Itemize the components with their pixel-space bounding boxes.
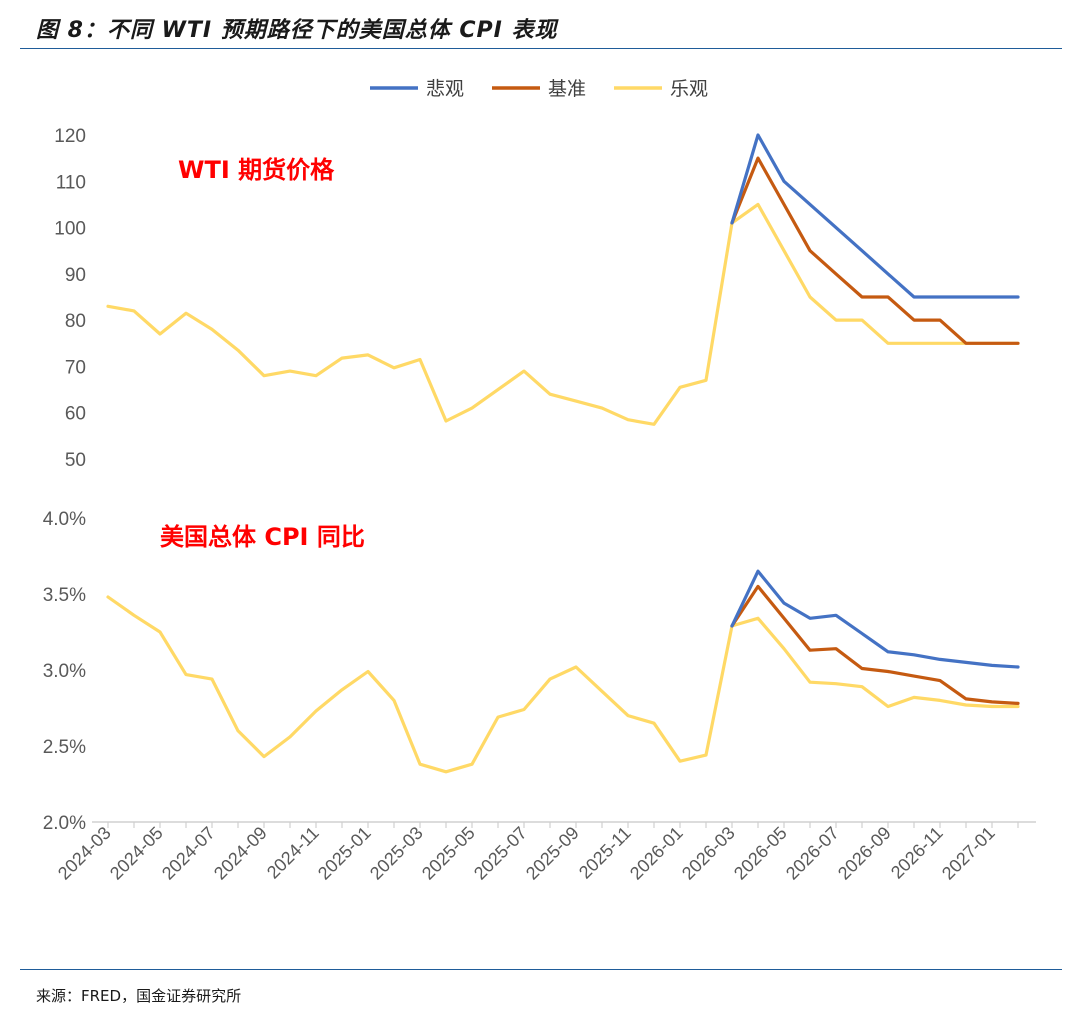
bottom-rule (20, 969, 1062, 970)
x-tick-label: 2026-07 (782, 823, 843, 884)
x-tick-label: 2025-07 (470, 823, 531, 884)
y-tick-label: 110 (56, 172, 86, 193)
y-tick-label: 100 (54, 219, 86, 240)
series-line-1 (730, 156, 1020, 345)
x-tick-label: 2026-03 (678, 823, 739, 884)
y-tick-label: 4.0% (43, 509, 86, 530)
y-tick-label: 3.0% (43, 661, 86, 682)
legend-label-0: 悲观 (426, 78, 464, 100)
y-tick-label: 90 (65, 265, 86, 286)
x-tick-label: 2025-05 (418, 823, 479, 884)
y-tick-label: 2.5% (43, 737, 86, 758)
figure-title: 图 8：不同 WTI 预期路径下的美国总体 CPI 表现 (36, 18, 558, 43)
x-tick-label: 2026-09 (834, 823, 895, 884)
y-tick-label: 2.0% (43, 813, 86, 834)
cpi-panel: 4.0% 3.5% 3.0% 2.5% 2.0% 美国总体 CPI 同比 (43, 509, 1020, 834)
x-tick-label: 2026-11 (887, 823, 947, 883)
chart-annotation: 美国总体 CPI 同比 (160, 523, 365, 551)
legend-label-1: 基准 (548, 78, 586, 100)
chart-annotation: WTI 期货价格 (178, 156, 335, 184)
x-tick-label: 2025-09 (522, 823, 583, 884)
y-tick-label: 70 (65, 357, 86, 378)
x-tick-label: 2026-01 (626, 823, 687, 884)
series-line-0 (730, 569, 1020, 669)
x-tick-label: 2024-07 (158, 823, 219, 884)
wti-panel: 120 110 100 90 80 70 60 50 WTI 期货价格 (54, 126, 1020, 471)
x-axis: 2024-032024-052024-072024-092024-112025-… (54, 821, 1036, 884)
y-tick-label: 120 (54, 126, 86, 147)
x-tick-label: 2024-11 (263, 823, 323, 883)
x-tick-label: 2024-05 (106, 823, 167, 884)
series-line-2 (106, 595, 1020, 774)
x-tick-label: 2026-05 (730, 823, 791, 884)
x-tick-label: 2024-09 (210, 823, 271, 884)
legend: 悲观 基准 乐观 (370, 78, 708, 100)
y-tick-label: 60 (65, 404, 86, 425)
series-line-2 (106, 202, 1020, 426)
legend-label-2: 乐观 (670, 78, 708, 100)
y-tick-label: 3.5% (43, 585, 86, 606)
x-tick-label: 2027-01 (938, 823, 999, 884)
top-rule (20, 48, 1062, 49)
y-tick-label: 80 (65, 311, 86, 332)
y-tick-label: 50 (65, 450, 86, 471)
chart-area: 悲观 基准 乐观 120 110 100 90 80 70 60 50 WTI 期货价格 4.0% 3… (43, 78, 1036, 884)
x-tick-label: 2025-03 (366, 823, 427, 884)
series-line-0 (730, 133, 1020, 299)
source-note: 来源：FRED，国金证券研究所 (36, 987, 242, 1005)
series-line-1 (730, 584, 1020, 706)
x-tick-label: 2025-01 (314, 823, 375, 884)
x-tick-label: 2025-11 (575, 823, 635, 883)
